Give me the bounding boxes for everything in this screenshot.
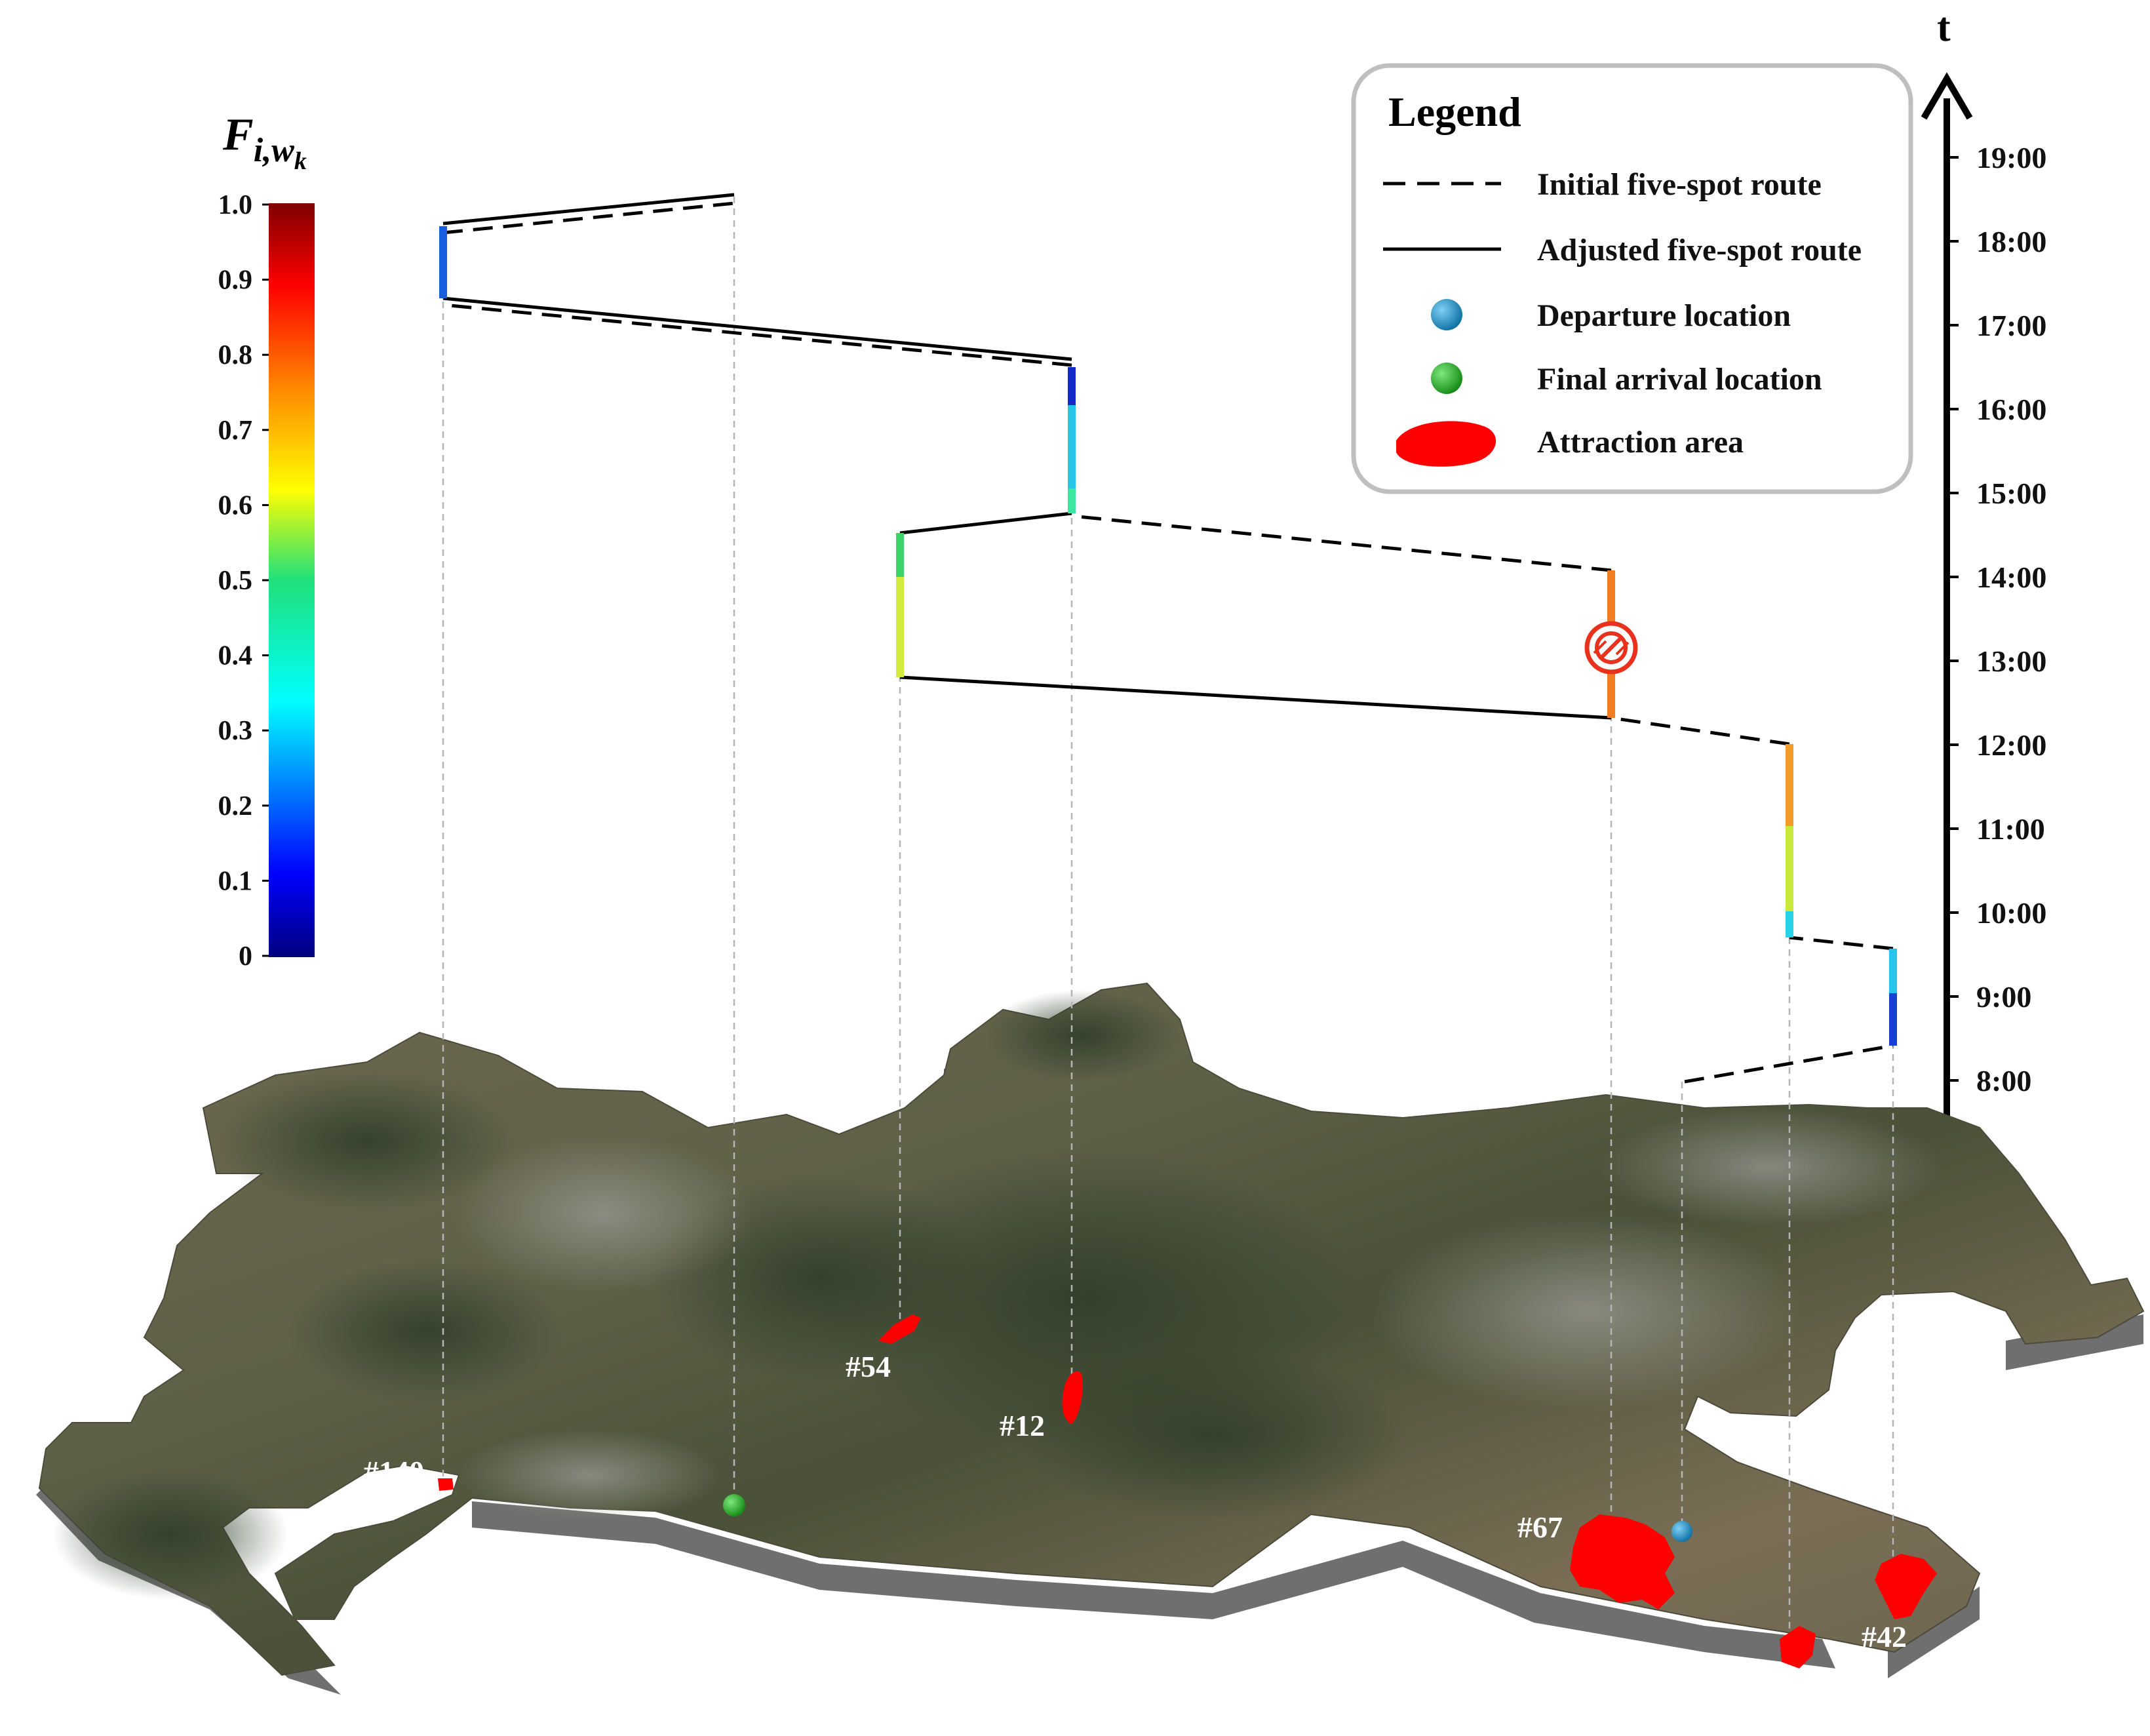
attraction-area-12 [1062, 1371, 1083, 1424]
legend-item-adjusted-route: Adjusted five-spot route [1537, 233, 1862, 267]
blue-dot-icon [1431, 299, 1462, 330]
routes [442, 193, 1894, 1084]
colorbar-tick-label: 0.4 [218, 641, 253, 671]
arrival-location-marker [723, 1494, 745, 1516]
attraction-label-140: #140 [364, 1455, 424, 1488]
attraction-label-54: #54 [846, 1350, 891, 1383]
guide-lines [442, 197, 1894, 1639]
colorbar-gradient [269, 203, 315, 957]
attraction-area-54 [878, 1314, 921, 1344]
time-axis-ticks: 8:00 9:00 10:00 11:00 12:00 13:00 14:00 15:00 16… [1947, 141, 2046, 1097]
colorbar-tick-label: 0.2 [218, 791, 253, 821]
departure-location-marker [1671, 1521, 1692, 1542]
colorbar: Fi,wk 1.0 0.9 0.8 0.7 0.6 0.5 0.4 0.3 0.2 0.1 0 [218, 109, 315, 972]
time-axis-tick-label: 10:00 [1976, 896, 2046, 930]
initial-route [442, 201, 1894, 1084]
terrain-map [36, 982, 2145, 1695]
urban-area [459, 1429, 721, 1521]
time-axis-tick-label: 9:00 [1976, 980, 2031, 1014]
green-dot-icon [1431, 363, 1462, 394]
legend-item-initial-route: Initial five-spot route [1537, 167, 1822, 202]
attraction-area-140 [438, 1478, 454, 1491]
mountain-shade [52, 1469, 288, 1600]
colorbar-tick-label: 0 [239, 941, 252, 972]
colorbar-ticks: 1.0 0.9 0.8 0.7 0.6 0.5 0.4 0.3 0.2 0.1 0 [218, 190, 269, 972]
colorbar-tick-label: 0.6 [218, 490, 253, 521]
time-axis-tick-label: 15:00 [1976, 477, 2046, 510]
colorbar-tick-label: 1.0 [218, 190, 253, 220]
urban-area [452, 1134, 754, 1292]
attraction-label-12: #12 [1000, 1409, 1045, 1442]
colorbar-title: Fi,wk [222, 109, 307, 175]
attraction-area-67 [1570, 1514, 1675, 1609]
attraction-label-92: #92 [1724, 1657, 1769, 1690]
initial-route-segment [1789, 936, 1894, 951]
adjusted-route [442, 193, 1612, 720]
attraction-label-67: #67 [1517, 1510, 1563, 1544]
time-axis-tick-label: 19:00 [1976, 141, 2046, 174]
initial-route-segment [442, 303, 1072, 367]
legend: Legend Initial five-spot route Adjusted … [1351, 63, 1913, 494]
colorbar-tick-label: 0.1 [218, 866, 253, 896]
attraction-area-42 [1875, 1554, 1937, 1619]
adjusted-route-segment [442, 296, 1072, 361]
initial-route-segment [442, 201, 735, 235]
attraction-areas [438, 1314, 1937, 1668]
mountain-shade [288, 1259, 564, 1403]
time-axis-tick-label: 16:00 [1976, 393, 2046, 426]
time-axis-tick-label: 12:00 [1976, 728, 2046, 762]
visit-segments [439, 226, 1897, 1046]
urban-area [1370, 1213, 1803, 1410]
mountain-shade [1016, 1351, 1409, 1521]
time-axis-tick-label: 11:00 [1976, 812, 2045, 846]
attraction-area-92 [1780, 1626, 1816, 1668]
legend-item-arrival: Final arrival location [1537, 362, 1822, 397]
time-axis-tick-label: 14:00 [1976, 561, 2046, 594]
adjusted-route-segment [899, 675, 1612, 720]
time-axis-tick-label: 17:00 [1976, 309, 2046, 342]
red-blob-icon [1396, 421, 1496, 467]
colorbar-tick-label: 0.9 [218, 266, 253, 296]
mountain-shade [983, 990, 1180, 1082]
legend-title: Legend [1388, 89, 1521, 135]
initial-route-segment [1071, 514, 1612, 572]
initial-route-segment [1611, 716, 1790, 746]
initial-route-segment [1684, 1044, 1894, 1084]
time-axis: t 8:00 9:00 10:00 11:00 12:00 13:00 14:00 15:00… [1921, 5, 2046, 1121]
colorbar-tick-label: 0.5 [218, 566, 253, 596]
adjusted-route-segment [899, 511, 1072, 535]
urban-area [1599, 1108, 1940, 1226]
time-axis-tick-label: 18:00 [1976, 225, 2046, 258]
colorbar-tick-label: 0.7 [218, 416, 253, 446]
colorbar-tick-label: 0.8 [218, 340, 253, 370]
legend-item-attraction: Attraction area [1537, 425, 1744, 460]
no-entry-icon [1584, 621, 1638, 675]
legend-item-departure: Departure location [1537, 298, 1791, 333]
time-axis-tick-label: 8:00 [1976, 1064, 2031, 1097]
attraction-labels: #54 #12 #140 #67 #92 #42 [364, 1350, 1907, 1690]
attraction-label-42: #42 [1862, 1620, 1907, 1653]
colorbar-tick-label: 0.3 [218, 716, 253, 746]
legend-box [1351, 63, 1913, 494]
time-axis-tick-label: 13:00 [1976, 644, 2046, 678]
time-axis-arrow-icon [1921, 72, 1973, 120]
time-axis-label: t [1937, 5, 1951, 50]
adjusted-route-segment [442, 193, 735, 226]
